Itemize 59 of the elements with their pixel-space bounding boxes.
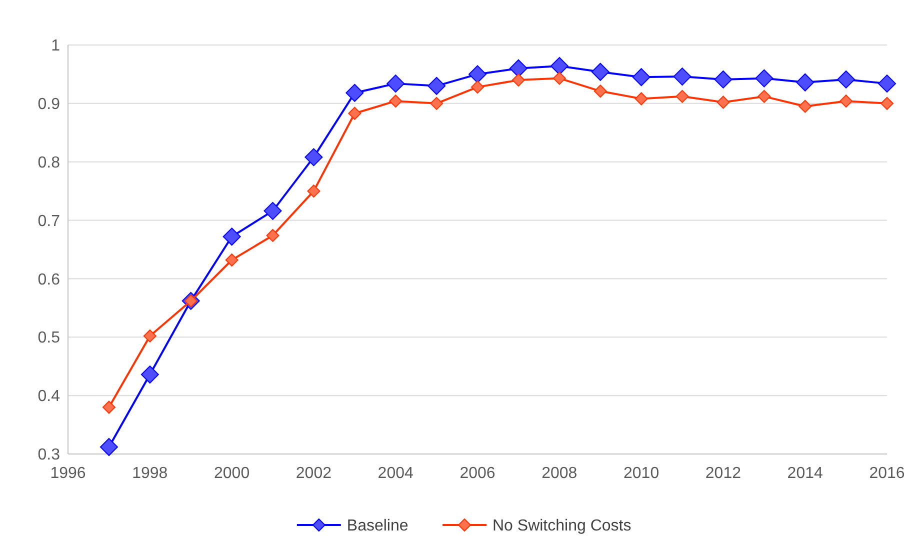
point (430, 96, 444, 110)
x-tick-label: 2000 (214, 465, 250, 482)
point (386, 74, 405, 93)
x-tick-label: 2012 (705, 465, 742, 482)
y-tick-label: 1 (51, 38, 60, 55)
point (264, 202, 282, 220)
point (714, 70, 732, 88)
point (840, 94, 853, 108)
point (796, 73, 814, 92)
x-tick-label: 2014 (787, 465, 823, 482)
y-tick-label: 0.6 (38, 271, 60, 288)
point (428, 76, 446, 95)
point (468, 65, 486, 84)
point (552, 72, 566, 85)
point (550, 57, 568, 76)
point (225, 254, 238, 267)
point (591, 62, 610, 81)
x-tick-label: 1998 (132, 465, 168, 482)
point (346, 84, 364, 102)
point (512, 74, 525, 87)
x-tick-label: 2004 (378, 465, 414, 482)
point (307, 184, 320, 198)
y-tick-label: 0.7 (38, 212, 60, 230)
x-tick-label: 2006 (460, 465, 496, 482)
point (673, 68, 692, 86)
y-tick-label: 0.3 (38, 446, 60, 464)
point (509, 59, 528, 78)
point (102, 400, 116, 414)
point (594, 84, 607, 98)
point (798, 100, 812, 113)
point (758, 90, 771, 103)
y-tick-label: 0.9 (38, 96, 60, 114)
point (266, 228, 280, 242)
point (878, 74, 896, 93)
point (348, 106, 362, 120)
x-tick-label: 2016 (869, 465, 905, 482)
point (755, 69, 774, 88)
x-tick-label: 2010 (624, 465, 660, 482)
point (634, 92, 648, 106)
point (676, 90, 689, 103)
y-tick-label: 0.4 (38, 388, 60, 406)
point (880, 96, 894, 110)
y-tick-label: 0.5 (38, 330, 60, 347)
x-tick-label: 1996 (50, 465, 86, 482)
point (632, 68, 650, 86)
y-tick-label: 0.8 (38, 154, 60, 172)
point (837, 70, 856, 88)
point (100, 438, 118, 456)
point (222, 228, 241, 246)
x-tick-label: 2002 (296, 465, 332, 482)
point (143, 329, 156, 342)
point (304, 148, 323, 166)
point (716, 96, 730, 109)
legend-label: No Switching Costs (492, 518, 632, 535)
point (140, 366, 159, 384)
point (389, 94, 402, 108)
x-tick-label: 2008 (542, 465, 578, 482)
point (471, 80, 484, 94)
legend-label: Baseline (346, 518, 408, 535)
